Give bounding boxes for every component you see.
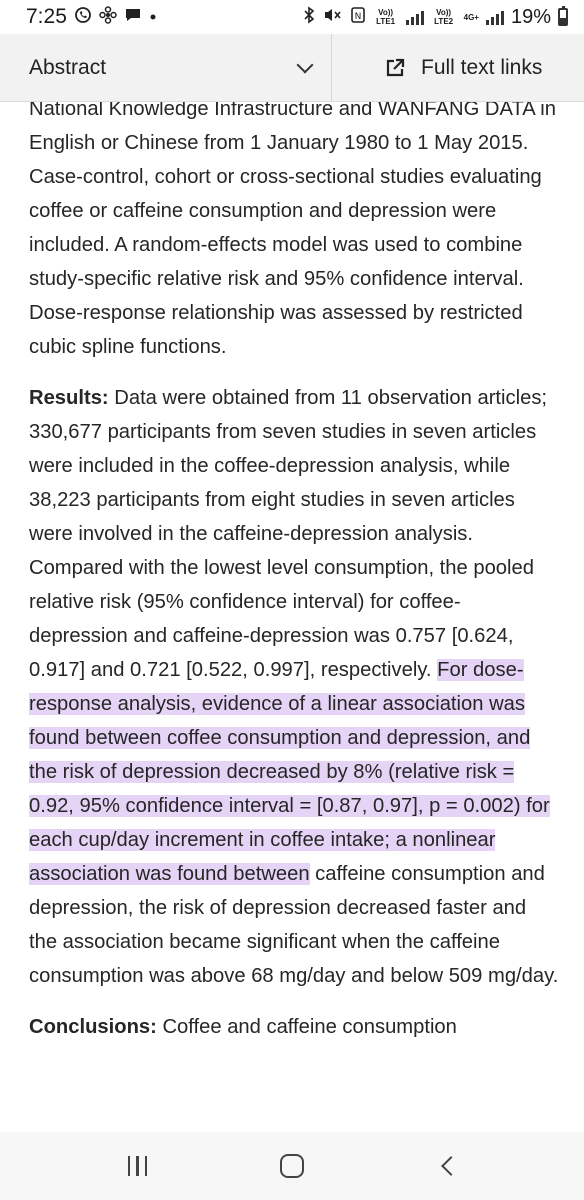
back-icon [440, 1156, 461, 1176]
full-text-links-label: Full text links [421, 55, 543, 79]
home-icon [279, 1154, 304, 1178]
results-text: Data were obtained from 11 observation a… [29, 387, 548, 681]
abstract-text: National Knowledge Infrastructure and WA… [29, 102, 559, 1044]
recents-icon [127, 1156, 148, 1176]
battery-percent: 19% [510, 5, 551, 28]
results-label: Results: [29, 387, 109, 409]
conclusions-text: Coffee and caffeine consumption [156, 1016, 457, 1038]
message-icon [124, 6, 142, 29]
results-paragraph: Results: Data were obtained from 11 obse… [29, 381, 559, 993]
methods-paragraph: National Knowledge Infrastructure and WA… [29, 102, 556, 358]
full-text-links-button[interactable]: Full text links [332, 34, 584, 101]
article-toolbar: Abstract Full text links [0, 34, 584, 102]
mute-icon [323, 6, 343, 29]
dot-icon [149, 8, 157, 26]
chevron-down-icon [296, 56, 314, 73]
status-time: 7:25 [26, 5, 67, 28]
results-tail-text: caffeine consumption and depression, the… [29, 863, 559, 987]
system-nav-bar [0, 1132, 584, 1200]
status-right: N Vo)) LTE1 Vo)) LTE2 4G+ 19% [302, 6, 568, 29]
highlighted-text[interactable]: For dose-response analysis, evidence of … [29, 659, 550, 885]
status-left: 7:25 [26, 5, 157, 29]
abstract-content[interactable]: National Knowledge Infrastructure and WA… [0, 102, 584, 1132]
whatsapp-icon [74, 6, 92, 29]
network-type-label: 4G+ [463, 12, 479, 22]
home-button[interactable] [262, 1146, 322, 1186]
signal2-icon [485, 9, 504, 25]
status-bar: 7:25 N Vo)) LTE1 Vo)) LTE2 4G+ 19% [0, 0, 584, 34]
external-link-icon [385, 58, 405, 78]
signal1-icon [405, 9, 424, 25]
recents-button[interactable] [107, 1146, 167, 1186]
conclusions-paragraph: Conclusions: Coffee and caffeine consump… [29, 1010, 559, 1044]
bluetooth-icon [302, 5, 316, 29]
abstract-dropdown[interactable]: Abstract [0, 34, 332, 101]
conclusions-label: Conclusions: [29, 1016, 157, 1038]
volte1-label: Vo)) LTE1 [376, 8, 396, 26]
back-button[interactable] [417, 1146, 477, 1186]
battery-icon [558, 6, 568, 26]
svg-text:N: N [354, 12, 361, 22]
pinwheel-icon [99, 5, 117, 29]
nfc-icon: N [350, 6, 366, 29]
abstract-label: Abstract [29, 55, 107, 79]
volte2-label: Vo)) LTE2 [434, 8, 454, 26]
